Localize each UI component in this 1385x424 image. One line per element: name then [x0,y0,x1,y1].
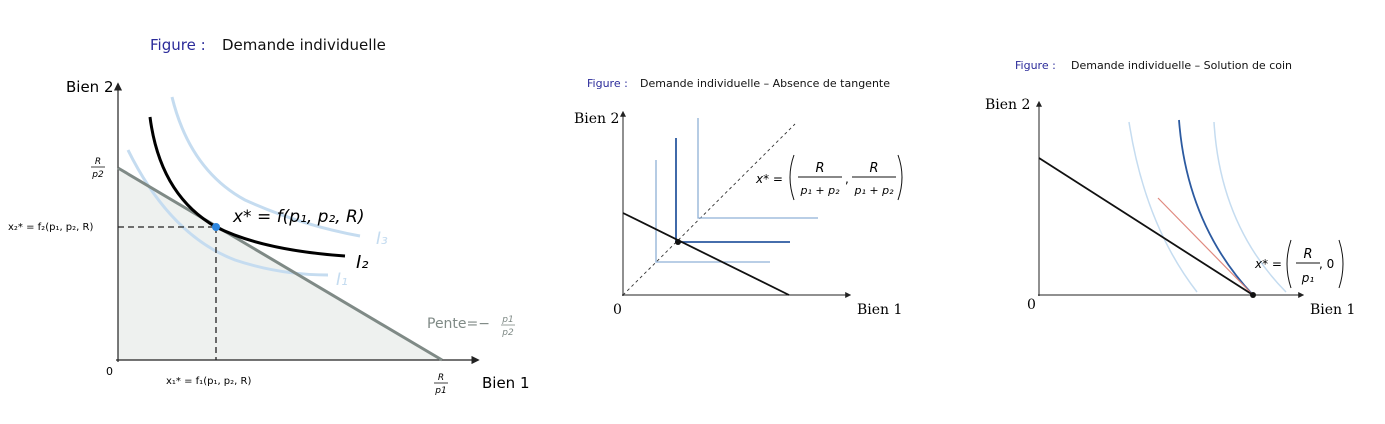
svg-text:R: R [815,161,824,176]
indifference-curve-high [1213,121,1287,293]
svg-text:,: , [845,172,849,186]
svg-text:x* =: x* = [1254,257,1282,271]
svg-text:p2: p2 [501,328,514,338]
optimum-point [675,239,681,245]
indifference-curve-i3 [170,96,361,238]
x1-star-label: x₁* = f₁(p₁, p₂, R) [166,376,251,387]
y-axis-label: Bien 2 [985,97,1030,113]
y-intercept-label: R p2 [91,157,105,180]
slope-label: Pente=− [427,316,490,332]
curve-i2-label: I₂ [356,252,369,273]
indifference-curve-low [655,160,770,263]
svg-text:R: R [869,161,878,176]
indifference-curve-low [1128,121,1198,293]
figure-absence-de-tangente: Figure : Demande individuelle – Absence … [574,77,903,318]
optimum-label: x* = f(p₁, p₂, R) [232,207,365,227]
figure3-caption-text: Demande individuelle – Solution de coin [1071,59,1292,72]
optimum-point [212,223,220,231]
svg-text:R: R [438,373,444,383]
x2-star-label: x₂* = f₂(p₁, p₂, R) [8,222,93,233]
figure-solution-de-coin: Figure : Demande individuelle – Solution… [985,59,1355,318]
indifference-curve-optimal [1178,119,1254,296]
svg-text:, 0: , 0 [1319,257,1334,271]
y-axis-label: Bien 2 [66,78,114,96]
origin-label: 0 [1027,297,1036,313]
svg-text:x* =: x* = [755,172,783,186]
x-axis-label: Bien 1 [857,302,902,318]
optimum-point [1250,292,1256,298]
budget-line [1038,157,1254,296]
svg-text:p1: p1 [434,386,446,396]
svg-text:p₁: p₁ [1301,271,1315,285]
x-intercept-label: R p1 [434,373,448,396]
svg-text:p₁ + p₂: p₁ + p₂ [854,184,895,197]
svg-text:p₁ + p₂: p₁ + p₂ [800,184,841,197]
figure2-caption-text: Demande individuelle – Absence de tangen… [640,77,890,90]
figure3-caption-label: Figure : [1015,59,1056,72]
curve-i1-label: I₁ [336,270,348,290]
solution-formula: x* = R p₁ + p₂ , R p₁ + p₂ [755,154,903,201]
svg-text:R: R [95,157,101,167]
diagonal-45-line [622,123,796,296]
indifference-curve-optimal [675,138,790,243]
figure-demande-individuelle: Figure : Demande individuelle Bien 2 Bie… [8,36,530,396]
solution-formula: x* = R p₁ , 0 [1254,239,1344,289]
x-axis-label: Bien 1 [1310,302,1355,318]
x-axis-label: Bien 1 [482,374,530,392]
origin-label: 0 [106,365,113,378]
slope-fraction: p1 p2 [501,315,515,338]
svg-text:R: R [1303,247,1312,262]
tangent-line [1157,197,1254,296]
indifference-curve-high [697,118,818,219]
figure2-caption-label: Figure : [587,77,628,90]
figure1-caption-label: Figure : [150,36,206,54]
origin-label: 0 [613,302,622,318]
y-axis-label: Bien 2 [574,111,619,127]
budget-line [117,166,443,362]
curve-i3-label: I₃ [376,229,388,249]
budget-line [622,212,790,296]
figure1-caption-text: Demande individuelle [222,36,386,54]
svg-text:p2: p2 [91,170,104,180]
svg-text:p1: p1 [501,315,513,325]
